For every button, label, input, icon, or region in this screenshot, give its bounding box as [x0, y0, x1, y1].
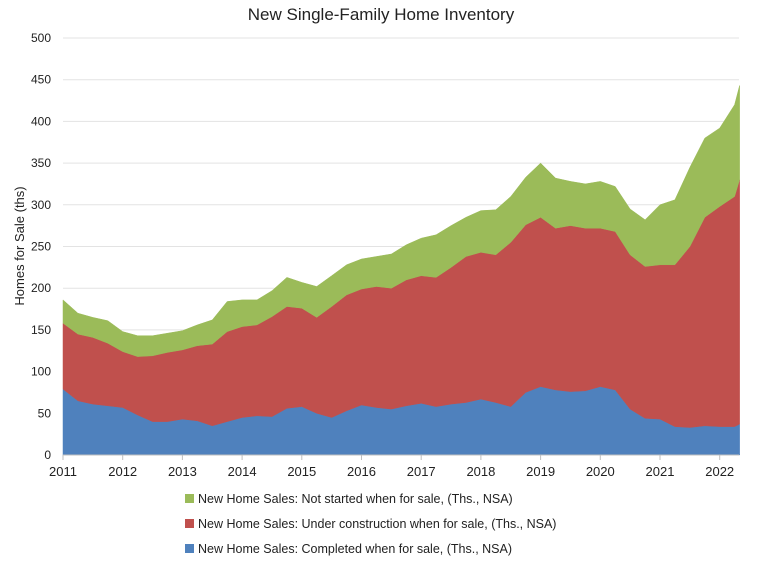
legend-swatch: [185, 519, 194, 528]
y-tick-label: 150: [31, 323, 51, 337]
y-tick-label: 450: [31, 73, 51, 87]
x-tick-label: 2011: [49, 464, 77, 479]
x-tick-label: 2013: [168, 464, 197, 479]
y-axis-label: Homes for Sale (ths): [12, 186, 27, 305]
x-tick-label: 2019: [526, 464, 555, 479]
x-tick-label: 2012: [108, 464, 137, 479]
x-tick-label: 2018: [466, 464, 495, 479]
y-tick-label: 500: [31, 31, 51, 45]
legend-item: New Home Sales: Under construction when …: [185, 517, 556, 531]
y-tick-label: 200: [31, 281, 51, 295]
y-tick-label: 250: [31, 240, 51, 254]
legend-swatch: [185, 494, 194, 503]
x-tick-label: 2014: [228, 464, 257, 479]
y-tick-label: 400: [31, 114, 51, 128]
chart-title: New Single-Family Home Inventory: [248, 5, 515, 24]
legend-label: New Home Sales: Under construction when …: [198, 517, 556, 531]
y-tick-label: 50: [38, 406, 52, 420]
y-tick-label: 0: [44, 448, 51, 462]
legend-label: New Home Sales: Not started when for sal…: [198, 492, 513, 506]
x-tick-label: 2015: [287, 464, 316, 479]
x-tick-label: 2022: [705, 464, 734, 479]
y-tick-label: 350: [31, 156, 51, 170]
legend-item: New Home Sales: Completed when for sale,…: [185, 542, 512, 556]
legend-swatch: [185, 544, 194, 553]
x-tick-label: 2020: [586, 464, 615, 479]
x-tick-label: 2017: [407, 464, 436, 479]
y-tick-label: 100: [31, 365, 51, 379]
x-tick-label: 2016: [347, 464, 376, 479]
legend-label: New Home Sales: Completed when for sale,…: [198, 542, 512, 556]
area-not-started: [62, 85, 740, 357]
legend-item: New Home Sales: Not started when for sal…: [185, 492, 513, 506]
y-tick-label: 300: [31, 198, 51, 212]
x-tick-label: 2021: [646, 464, 675, 479]
